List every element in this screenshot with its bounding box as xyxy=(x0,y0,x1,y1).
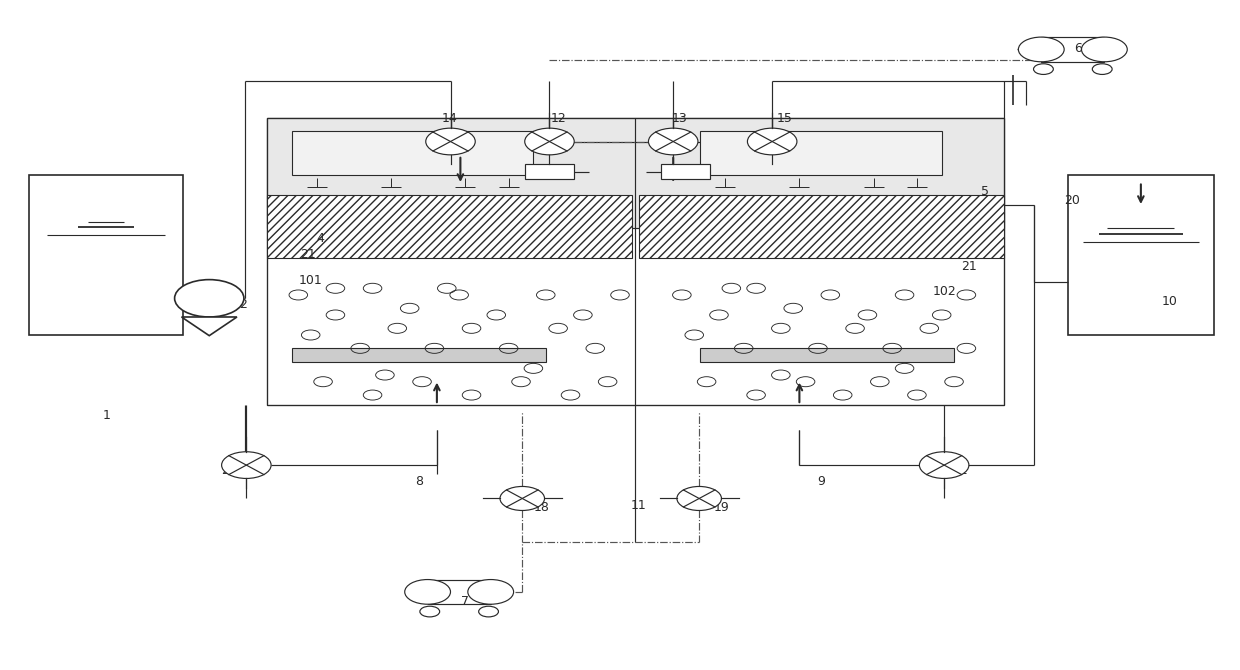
Circle shape xyxy=(677,486,722,511)
Bar xyxy=(639,195,1003,258)
Circle shape xyxy=(175,279,244,317)
Bar xyxy=(268,118,1003,405)
Bar xyxy=(268,118,1003,405)
Circle shape xyxy=(500,486,544,511)
Circle shape xyxy=(1033,64,1053,74)
Bar xyxy=(293,131,533,175)
Bar xyxy=(293,348,546,362)
Circle shape xyxy=(748,128,797,155)
Bar xyxy=(268,195,632,258)
Text: 18: 18 xyxy=(534,500,551,514)
Text: 17: 17 xyxy=(683,165,699,178)
Text: 22: 22 xyxy=(221,464,237,477)
Text: 12: 12 xyxy=(551,112,565,125)
Circle shape xyxy=(420,606,440,617)
Text: 15: 15 xyxy=(776,112,792,125)
Text: 21: 21 xyxy=(961,261,977,273)
Circle shape xyxy=(404,580,450,604)
Circle shape xyxy=(222,452,272,478)
Circle shape xyxy=(425,128,475,155)
Text: 7: 7 xyxy=(461,596,470,608)
Text: 14: 14 xyxy=(441,112,458,125)
Bar xyxy=(525,164,574,179)
Circle shape xyxy=(1092,64,1112,74)
Circle shape xyxy=(467,580,513,604)
Bar xyxy=(428,580,491,604)
Text: 5: 5 xyxy=(981,185,990,198)
Bar xyxy=(701,348,954,362)
Circle shape xyxy=(649,128,698,155)
Text: 4: 4 xyxy=(316,232,325,245)
Bar xyxy=(1042,37,1105,62)
Text: 22: 22 xyxy=(952,464,968,477)
Text: 21: 21 xyxy=(300,249,316,261)
Text: 11: 11 xyxy=(631,498,646,512)
Circle shape xyxy=(919,452,968,478)
Text: 8: 8 xyxy=(415,475,424,488)
Circle shape xyxy=(1018,37,1064,62)
Text: 13: 13 xyxy=(672,112,687,125)
Bar xyxy=(701,131,941,175)
Circle shape xyxy=(1081,37,1127,62)
Bar xyxy=(1068,175,1214,335)
Text: 1: 1 xyxy=(103,409,110,421)
Text: 9: 9 xyxy=(817,475,826,488)
Bar xyxy=(268,118,1003,228)
Text: 6: 6 xyxy=(1074,42,1081,54)
Text: 16: 16 xyxy=(542,165,557,178)
Text: 2: 2 xyxy=(239,298,247,312)
Circle shape xyxy=(479,606,498,617)
Bar xyxy=(661,164,711,179)
Text: 10: 10 xyxy=(1162,295,1177,308)
Circle shape xyxy=(525,128,574,155)
Polygon shape xyxy=(181,317,237,336)
Text: 101: 101 xyxy=(299,274,322,287)
Text: 20: 20 xyxy=(1064,194,1080,207)
Text: 102: 102 xyxy=(932,285,956,298)
Bar xyxy=(29,175,184,335)
Text: 19: 19 xyxy=(713,500,729,514)
